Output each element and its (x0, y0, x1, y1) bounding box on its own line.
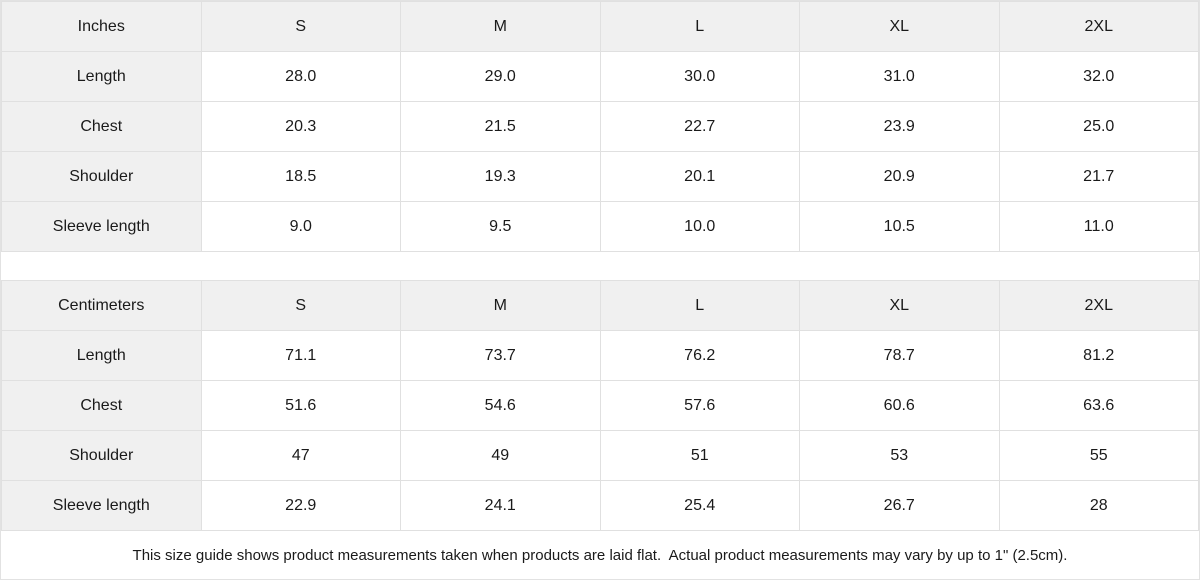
value-cell: 19.3 (400, 151, 601, 202)
table-header-row: Centimeters S M L XL 2XL (1, 280, 1199, 331)
value-cell: 71.1 (200, 330, 401, 381)
size-header-cell: XL (799, 280, 1000, 331)
row-label-cell: Chest (1, 101, 202, 152)
size-header-cell: S (200, 280, 401, 331)
value-cell: 20.1 (599, 151, 800, 202)
table-row: Shoulder 18.5 19.3 20.1 20.9 21.7 (1, 151, 1199, 202)
unit-header-cell: Inches (1, 1, 202, 52)
value-cell: 9.5 (400, 201, 601, 252)
table-row: Length 28.0 29.0 30.0 31.0 32.0 (1, 51, 1199, 102)
value-cell: 63.6 (998, 380, 1199, 431)
value-cell: 28.0 (200, 51, 401, 102)
centimeters-size-table: Centimeters S M L XL 2XL Length 71.1 73.… (1, 280, 1199, 531)
value-cell: 76.2 (599, 330, 800, 381)
value-cell: 25.0 (998, 101, 1199, 152)
value-cell: 18.5 (200, 151, 401, 202)
size-header-cell: S (200, 1, 401, 52)
size-guide-note: This size guide shows product measuremen… (1, 531, 1199, 579)
value-cell: 21.7 (998, 151, 1199, 202)
size-header-cell: M (400, 280, 601, 331)
value-cell: 60.6 (799, 380, 1000, 431)
size-header-cell: 2XL (998, 280, 1199, 331)
value-cell: 23.9 (799, 101, 1000, 152)
row-label-cell: Length (1, 51, 202, 102)
value-cell: 9.0 (200, 201, 401, 252)
inches-size-table: Inches S M L XL 2XL Length 28.0 29.0 30.… (1, 1, 1199, 252)
value-cell: 32.0 (998, 51, 1199, 102)
table-row: Length 71.1 73.7 76.2 78.7 81.2 (1, 330, 1199, 381)
value-cell: 55 (998, 430, 1199, 481)
size-header-cell: M (400, 1, 601, 52)
value-cell: 30.0 (599, 51, 800, 102)
value-cell: 11.0 (998, 201, 1199, 252)
row-label-cell: Chest (1, 380, 202, 431)
table-gap (1, 252, 1199, 280)
value-cell: 31.0 (799, 51, 1000, 102)
value-cell: 22.7 (599, 101, 800, 152)
table-row: Shoulder 47 49 51 53 55 (1, 430, 1199, 481)
value-cell: 73.7 (400, 330, 601, 381)
size-header-cell: 2XL (998, 1, 1199, 52)
value-cell: 26.7 (799, 480, 1000, 531)
unit-header-cell: Centimeters (1, 280, 202, 331)
size-header-cell: L (599, 280, 800, 331)
size-header-cell: L (599, 1, 800, 52)
row-label-cell: Shoulder (1, 430, 202, 481)
value-cell: 20.3 (200, 101, 401, 152)
value-cell: 54.6 (400, 380, 601, 431)
size-header-cell: XL (799, 1, 1000, 52)
value-cell: 21.5 (400, 101, 601, 152)
value-cell: 51 (599, 430, 800, 481)
table-row: Sleeve length 9.0 9.5 10.0 10.5 11.0 (1, 201, 1199, 252)
value-cell: 49 (400, 430, 601, 481)
row-label-cell: Length (1, 330, 202, 381)
value-cell: 10.5 (799, 201, 1000, 252)
value-cell: 78.7 (799, 330, 1000, 381)
value-cell: 24.1 (400, 480, 601, 531)
value-cell: 51.6 (200, 380, 401, 431)
value-cell: 29.0 (400, 51, 601, 102)
table-row: Sleeve length 22.9 24.1 25.4 26.7 28 (1, 480, 1199, 531)
row-label-cell: Shoulder (1, 151, 202, 202)
value-cell: 22.9 (200, 480, 401, 531)
value-cell: 20.9 (799, 151, 1000, 202)
value-cell: 57.6 (599, 380, 800, 431)
table-header-row: Inches S M L XL 2XL (1, 1, 1199, 52)
value-cell: 28 (998, 480, 1199, 531)
value-cell: 81.2 (998, 330, 1199, 381)
row-label-cell: Sleeve length (1, 201, 202, 252)
row-label-cell: Sleeve length (1, 480, 202, 531)
value-cell: 53 (799, 430, 1000, 481)
table-row: Chest 20.3 21.5 22.7 23.9 25.0 (1, 101, 1199, 152)
value-cell: 25.4 (599, 480, 800, 531)
value-cell: 10.0 (599, 201, 800, 252)
table-row: Chest 51.6 54.6 57.6 60.6 63.6 (1, 380, 1199, 431)
value-cell: 47 (200, 430, 401, 481)
